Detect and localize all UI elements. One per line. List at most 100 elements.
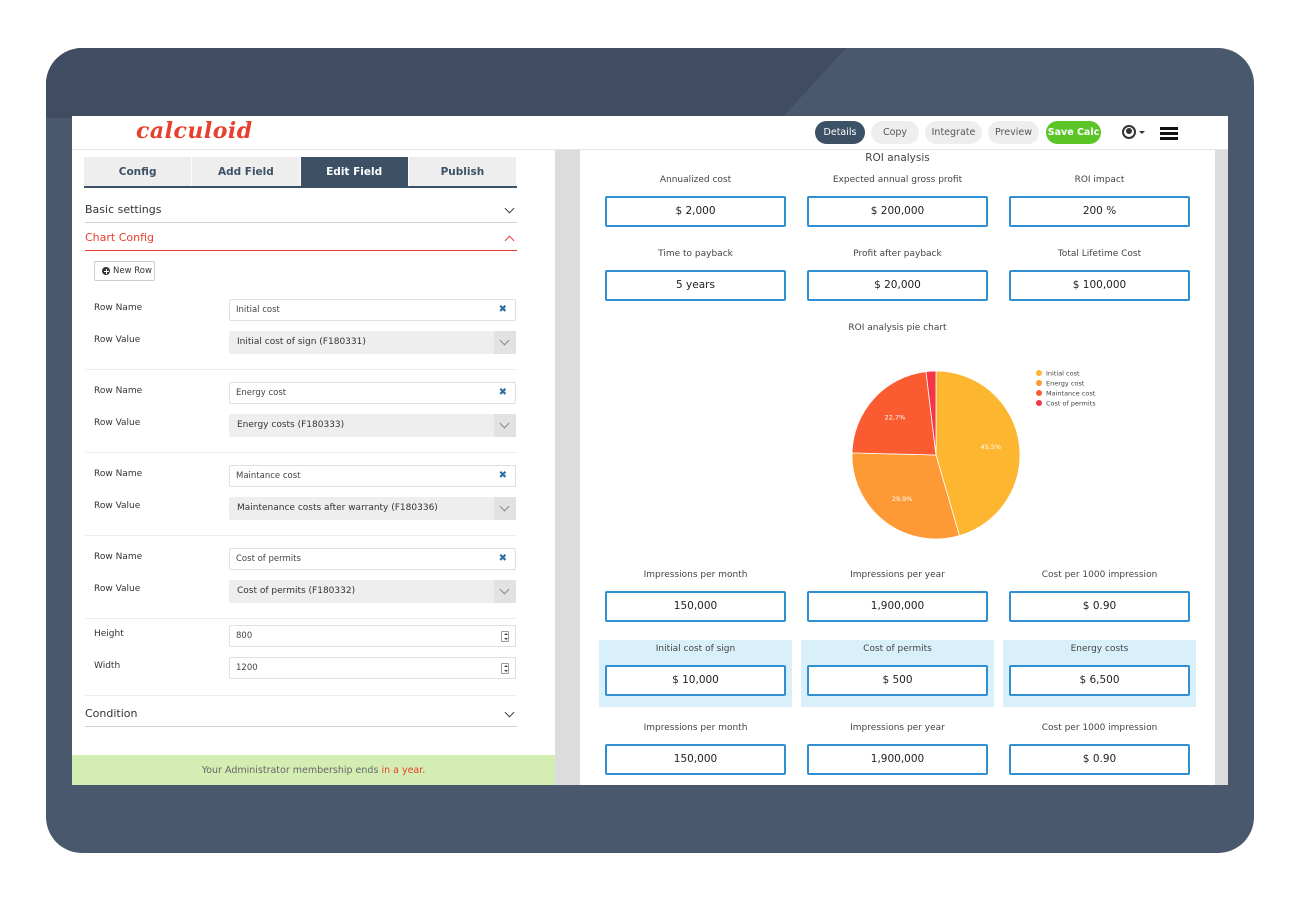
field-label: ROI impact xyxy=(1074,175,1125,185)
pie-slice-maintance-cost[interactable] xyxy=(851,371,937,456)
details-button[interactable]: Details xyxy=(815,121,865,144)
row-name-input[interactable]: Maintance cost ✖ xyxy=(229,465,516,487)
field-value[interactable]: $ 10,000 xyxy=(605,665,786,696)
chevron-down-icon xyxy=(504,707,515,718)
divider xyxy=(85,695,517,696)
tab-edit-field[interactable]: Edit Field xyxy=(300,157,408,186)
row-value-select[interactable]: Maintenance costs after warranty (F18033… xyxy=(229,497,516,520)
divider xyxy=(85,369,517,370)
legend-entry[interactable]: Cost of permits xyxy=(1046,400,1096,408)
footer-end: . xyxy=(422,765,426,776)
new-row-label: New Row xyxy=(113,266,152,276)
frame-shade xyxy=(46,48,846,118)
row-name-value: Maintance cost xyxy=(236,471,301,481)
row-name-value: Cost of permits xyxy=(236,554,301,564)
clear-icon[interactable]: ✖ xyxy=(498,553,507,564)
field-label: Annualized cost xyxy=(659,175,732,185)
chart-title: ROI analysis pie chart xyxy=(848,323,947,333)
plus-circle-icon xyxy=(102,267,110,275)
user-icon[interactable] xyxy=(1122,125,1136,139)
row-value-select[interactable]: Energy costs (F180333) xyxy=(229,414,516,437)
field-label: Initial cost of sign xyxy=(655,644,736,654)
field-label: Cost of permits xyxy=(863,644,932,654)
field-label: Total Lifetime Cost xyxy=(1057,249,1142,259)
pie-data-label: 45,5% xyxy=(981,443,1002,451)
condition-section[interactable]: Condition xyxy=(85,705,517,727)
editor-panel: Config Add Field Edit Field Publish Basi… xyxy=(72,150,555,785)
clear-icon[interactable]: ✖ xyxy=(498,470,507,481)
field-label: Energy costs xyxy=(1070,644,1129,654)
field-label: Impressions per year xyxy=(850,723,945,733)
legend-entry[interactable]: Energy cost xyxy=(1046,380,1085,388)
roi-pie-chart: 45,5% 29,9% 22,7% Initial cost Energy cost Ma… xyxy=(851,370,1096,540)
basic-settings-section[interactable]: Basic settings xyxy=(85,201,517,223)
row-value-label: Row Value xyxy=(94,418,141,428)
row-value-label: Row Value xyxy=(94,584,141,594)
chevron-up-icon xyxy=(504,235,515,246)
row-value-select[interactable]: Cost of permits (F180332) xyxy=(229,580,516,603)
save-calc-button[interactable]: Save Calc xyxy=(1046,121,1101,144)
chevron-down-icon[interactable] xyxy=(494,414,516,437)
preview-button[interactable]: Preview xyxy=(988,121,1039,144)
top-bar: calculoid Details Copy Integrate Preview… xyxy=(72,116,1228,150)
chevron-down-icon[interactable] xyxy=(494,580,516,603)
field-value[interactable]: $ 500 xyxy=(807,665,988,696)
field-value[interactable]: 150,000 xyxy=(605,744,786,775)
tab-config[interactable]: Config xyxy=(84,157,192,186)
preview-title: ROI analysis xyxy=(865,152,930,164)
pie-slice-initial-cost[interactable] xyxy=(935,370,1021,537)
divider xyxy=(85,452,517,453)
field-value[interactable]: $ 6,500 xyxy=(1009,665,1190,696)
field-value[interactable]: $ 200,000 xyxy=(807,196,988,227)
legend-entry[interactable]: Initial cost xyxy=(1046,370,1080,378)
row-value-select[interactable]: Initial cost of sign (F180331) xyxy=(229,331,516,354)
condition-label: Condition xyxy=(85,707,138,720)
row-name-input[interactable]: Cost of permits ✖ xyxy=(229,548,516,570)
spinner-icon[interactable] xyxy=(501,631,509,642)
field-value[interactable]: 200 % xyxy=(1009,196,1190,227)
row-value-label: Row Value xyxy=(94,501,141,511)
field-label: Cost per 1000 impression xyxy=(1041,723,1158,733)
tab-publish[interactable]: Publish xyxy=(408,157,516,186)
integrate-button[interactable]: Integrate xyxy=(925,121,982,144)
clear-icon[interactable]: ✖ xyxy=(498,387,507,398)
hamburger-menu-icon[interactable] xyxy=(1160,127,1178,140)
caret-down-icon[interactable] xyxy=(1139,131,1145,134)
field-label: Expected annual gross profit xyxy=(832,175,963,185)
field-value[interactable]: 1,900,000 xyxy=(807,744,988,775)
clear-icon[interactable]: ✖ xyxy=(498,304,507,315)
chart-config-section[interactable]: Chart Config xyxy=(85,229,517,251)
field-value[interactable]: $ 0.90 xyxy=(1009,744,1190,775)
row-value-label: Row Value xyxy=(94,335,141,345)
row-name-input[interactable]: Energy cost ✖ xyxy=(229,382,516,404)
field-value[interactable]: $ 0.90 xyxy=(1009,591,1190,622)
height-label: Height xyxy=(94,629,124,639)
field-value[interactable]: $ 20,000 xyxy=(807,270,988,301)
pie-slice-energy-cost[interactable] xyxy=(851,452,960,540)
divider xyxy=(85,618,517,619)
row-value-selected: Cost of permits (F180332) xyxy=(237,586,356,596)
spinner-icon[interactable] xyxy=(501,663,509,674)
row-value-selected: Initial cost of sign (F180331) xyxy=(237,337,366,347)
field-value[interactable]: $ 100,000 xyxy=(1009,270,1190,301)
width-label: Width xyxy=(94,661,121,671)
copy-button[interactable]: Copy xyxy=(871,121,919,144)
field-value[interactable]: $ 2,000 xyxy=(605,196,786,227)
height-input[interactable]: 800 xyxy=(229,625,516,647)
chevron-down-icon[interactable] xyxy=(494,331,516,354)
footer-text: Your Administrator membership ends xyxy=(201,765,382,776)
pie-slice-cost-of-permits[interactable] xyxy=(925,370,937,456)
row-name-input[interactable]: Initial cost ✖ xyxy=(229,299,516,321)
field-value[interactable]: 150,000 xyxy=(605,591,786,622)
field-value[interactable]: 5 years xyxy=(605,270,786,301)
tab-add-field[interactable]: Add Field xyxy=(192,157,300,186)
width-input[interactable]: 1200 xyxy=(229,657,516,679)
calculator-preview: ROI analysis Annualized cost $ 2,000 Exp… xyxy=(580,150,1215,785)
field-value[interactable]: 1,900,000 xyxy=(807,591,988,622)
legend-entry[interactable]: Maintance cost xyxy=(1046,390,1096,398)
logo: calculoid xyxy=(136,118,253,144)
row-name-label: Row Name xyxy=(94,303,143,313)
new-row-button[interactable]: New Row xyxy=(94,261,155,281)
chevron-down-icon xyxy=(504,203,515,214)
chevron-down-icon[interactable] xyxy=(494,497,516,520)
